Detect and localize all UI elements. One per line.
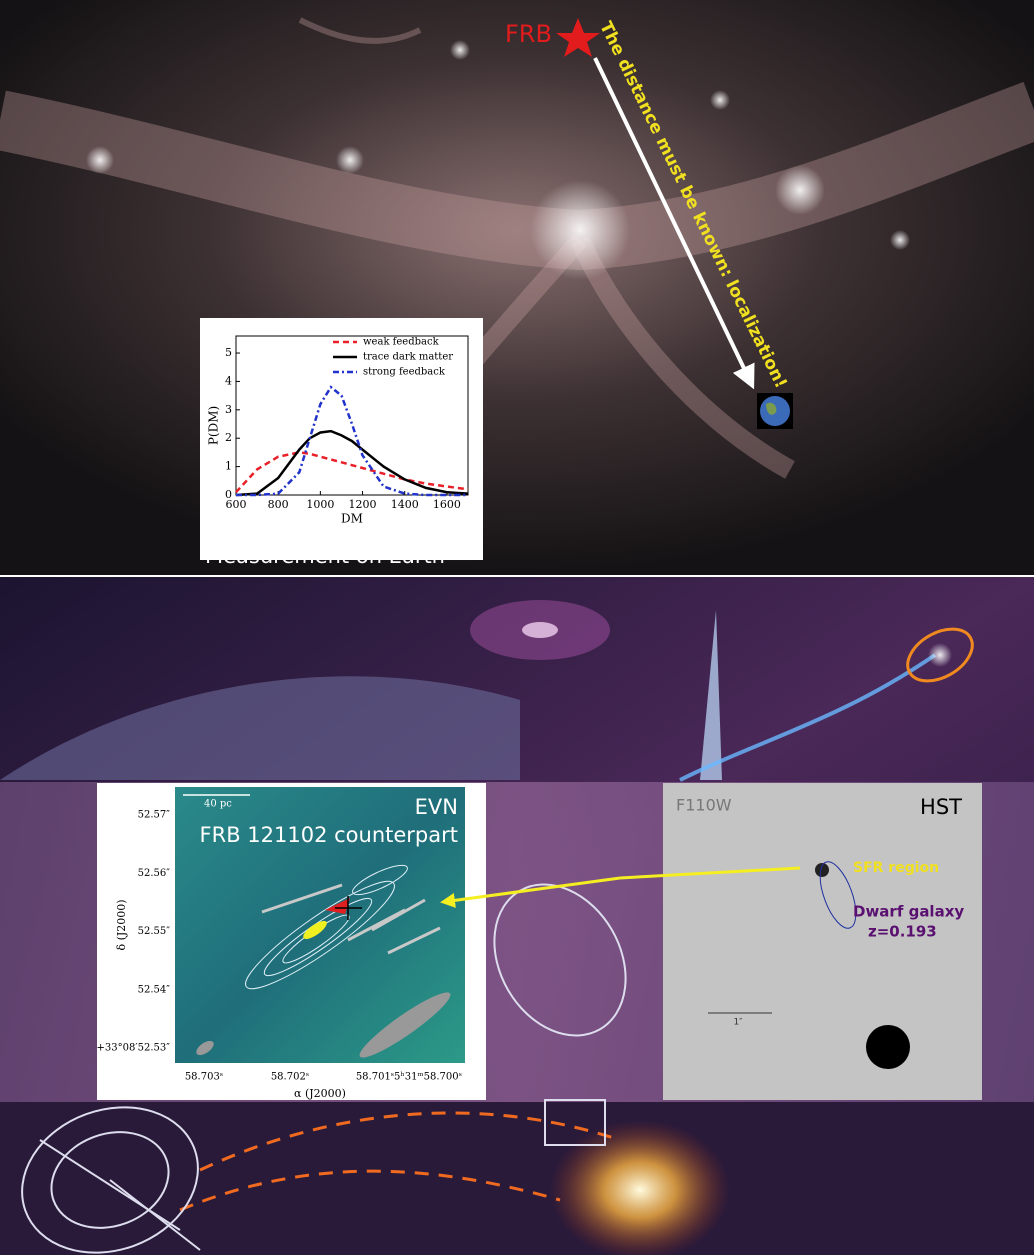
evn-title: EVN bbox=[415, 795, 458, 819]
planet-limb bbox=[0, 676, 520, 780]
bottom-band bbox=[0, 1102, 1034, 1255]
beam bbox=[359, 992, 451, 1058]
cosmic-web-background bbox=[0, 0, 1034, 575]
burst-beam bbox=[679, 653, 937, 782]
galaxy-clusters bbox=[86, 40, 910, 280]
sfr-label: SFR region bbox=[853, 860, 939, 876]
link-line bbox=[619, 866, 801, 880]
legend-label: weak feedback bbox=[363, 337, 440, 348]
magnetar-ring bbox=[906, 627, 974, 683]
x-tick-label: 800 bbox=[268, 498, 289, 511]
magnetar bbox=[928, 643, 952, 667]
series-line bbox=[235, 429, 469, 497]
evn-scale: 40 pc bbox=[204, 799, 232, 810]
radio-pulse bbox=[700, 610, 722, 780]
hst-filter: F110W bbox=[676, 796, 732, 815]
x-tick-label: 600 bbox=[226, 498, 247, 511]
series-line bbox=[236, 385, 468, 497]
y-tick-label: 2 bbox=[225, 431, 232, 444]
signal-dashes bbox=[179, 1169, 561, 1212]
legend-label: trace dark matter bbox=[363, 352, 453, 363]
y-axis-label: P(DM) bbox=[207, 406, 221, 445]
earth-land bbox=[766, 402, 777, 415]
x-tick-label: 1000 bbox=[306, 498, 334, 511]
signal-dashes bbox=[199, 1111, 621, 1172]
x-tick-label: 5ʰ31ᵐ58.700ˢ bbox=[394, 1072, 462, 1083]
link-arrow bbox=[440, 876, 621, 908]
frb-position bbox=[325, 898, 350, 914]
evn-source bbox=[303, 920, 327, 940]
x-tick-label: 1200 bbox=[349, 498, 377, 511]
frb-label: FRB bbox=[505, 20, 552, 48]
y-tick-label: 0 bbox=[225, 488, 232, 501]
legend-label: strong feedback bbox=[363, 367, 446, 378]
beam-small bbox=[196, 1040, 214, 1056]
x-axis-label: DM bbox=[341, 512, 363, 526]
y-tick-label: +33°08′52.53″ bbox=[97, 1043, 171, 1054]
y-tick-label: 52.57″ bbox=[138, 810, 171, 821]
star bbox=[866, 1025, 910, 1069]
sunrise-glow bbox=[550, 1120, 730, 1255]
y-tick-label: 3 bbox=[225, 403, 232, 416]
y-tick-label: 52.55″ bbox=[138, 926, 171, 937]
y-tick-label: 52.56″ bbox=[138, 868, 171, 879]
error-bars bbox=[261, 883, 441, 955]
crosshair bbox=[335, 896, 362, 920]
hst-scale: 1″ bbox=[733, 1018, 743, 1028]
hst-title: HST bbox=[920, 795, 962, 819]
radio-dish bbox=[21, 1106, 201, 1254]
x-tick-label: 58.701ˢ bbox=[356, 1072, 394, 1083]
series-line bbox=[235, 451, 469, 494]
x-tick-label: 1600 bbox=[433, 498, 461, 511]
hst-map bbox=[663, 783, 982, 1100]
x-tick-label: 1400 bbox=[391, 498, 419, 511]
inset-chart-box bbox=[200, 318, 483, 560]
redshift-label: z=0.193 bbox=[868, 923, 937, 941]
x-tick-label: 58.703ˢ bbox=[185, 1072, 223, 1083]
evn-subtitle: FRB 121102 counterpart bbox=[200, 823, 458, 847]
galaxy-ellipse bbox=[819, 861, 857, 929]
evn-ylabel: δ (J2000) bbox=[115, 899, 128, 950]
evn-xlabel: α (J2000) bbox=[294, 1087, 346, 1100]
inset-chart: 600 800 1000 1200 1400 1600 0 1 2 3 4 5 DM P(DM) weak … bbox=[207, 335, 469, 526]
x-tick-label: 58.702ˢ bbox=[271, 1072, 309, 1083]
caption: Measurement on Earth bbox=[205, 544, 445, 568]
y-tick-label: 52.54″ bbox=[138, 984, 171, 995]
frb-star bbox=[556, 18, 600, 57]
distance-arrow bbox=[593, 57, 755, 390]
y-tick-label: 5 bbox=[225, 346, 232, 359]
y-tick-label: 1 bbox=[225, 460, 232, 473]
evn-ticks: 52.57″ 52.56″ 52.55″ 52.54″ +33°08′52.53″ 58.… bbox=[97, 810, 462, 1083]
galaxy-label: Dwarf galaxy bbox=[853, 903, 964, 921]
sfr-blob bbox=[815, 863, 829, 877]
galaxy-core bbox=[522, 622, 558, 638]
y-tick-label: 4 bbox=[225, 374, 232, 387]
plot-frame bbox=[235, 335, 469, 496]
